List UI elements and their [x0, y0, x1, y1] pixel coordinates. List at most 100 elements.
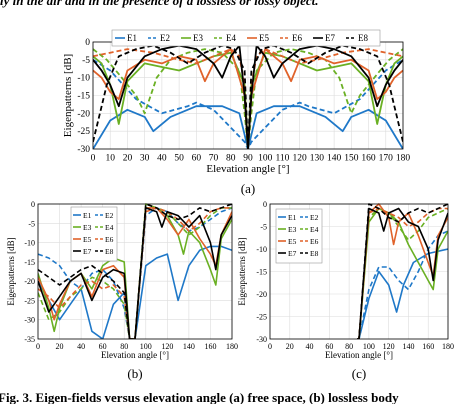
series-line-e1 [93, 105, 403, 149]
y-tick-label: -30 [256, 335, 267, 344]
legend-label: E5 [259, 33, 269, 43]
x-tick-label: 60 [192, 154, 202, 164]
legend-label: E1 [127, 33, 137, 43]
x-tick-label: 60 [325, 342, 333, 351]
legend-label: E5 [83, 235, 92, 244]
legend-label: E8 [310, 249, 319, 258]
y-tick-label: -35 [24, 335, 35, 344]
y-tick-label: -20 [256, 290, 267, 299]
x-tick-label: 60 [99, 342, 107, 351]
figure-caption: Fig. 3. Eigen-fields versus elevation an… [0, 390, 399, 404]
legend-label: E3 [83, 223, 92, 232]
legend-label: E6 [292, 33, 302, 43]
legend-label: E3 [288, 225, 297, 234]
legend-label: E8 [105, 247, 114, 256]
x-tick-label: 20 [286, 342, 294, 351]
x-tick-label: 140 [183, 342, 195, 351]
legend-box [111, 29, 381, 47]
series-group [357, 203, 448, 339]
x-axis-label: Elevation angle [°] [101, 350, 169, 360]
y-tick-label: -10 [24, 239, 35, 248]
series-line-e8 [93, 44, 403, 149]
x-tick-label: 180 [226, 342, 238, 351]
plot-area [38, 204, 232, 339]
legend-label: E1 [288, 213, 297, 222]
y-tick-label: -15 [24, 258, 35, 267]
y-axis-label: Eigenpatterns [dB] [6, 237, 16, 305]
y-tick-label: -10 [256, 245, 267, 254]
y-tick-label: -25 [77, 127, 90, 137]
axes-frame [269, 203, 449, 340]
panel-label: (a) [241, 181, 255, 196]
y-tick-label: -20 [24, 277, 35, 286]
y-tick-label: -20 [77, 109, 90, 119]
legend-label: E2 [160, 33, 170, 43]
legend-label: E6 [105, 235, 114, 244]
x-tick-label: 160 [204, 342, 216, 351]
x-tick-label: 180 [396, 154, 411, 164]
x-tick-label: 80 [226, 154, 236, 164]
y-tick-label: -15 [77, 92, 90, 102]
panel-label: (b) [127, 366, 142, 381]
series-line-e8 [357, 203, 448, 339]
x-axis-label: Elevation angle [°] [325, 350, 393, 360]
legend-label: E4 [310, 225, 319, 234]
y-tick-label: -25 [24, 296, 35, 305]
y-tick-label: -5 [260, 223, 267, 232]
header-text: ly in the air and in the presence of a l… [0, 0, 319, 8]
series-line-e1 [357, 248, 448, 339]
series-line-e7 [93, 44, 403, 149]
x-tick-label: 110 [275, 154, 289, 164]
series-line-e5 [38, 207, 232, 339]
legend-label: E8 [358, 33, 368, 43]
x-tick-label: 160 [361, 154, 376, 164]
x-tick-label: 0 [36, 342, 40, 351]
legend-label: E2 [105, 211, 114, 220]
x-tick-label: 90 [243, 154, 253, 164]
y-tick-label: -5 [28, 219, 35, 228]
x-tick-label: 150 [344, 154, 359, 164]
x-axis-label: Elevation angle [°] [206, 163, 289, 175]
x-tick-label: 0 [268, 342, 272, 351]
y-tick-label: -10 [77, 74, 90, 84]
legend-label: E4 [105, 223, 114, 232]
x-tick-label: 120 [293, 154, 308, 164]
y-tick-label: -25 [256, 313, 267, 322]
y-tick-label: -30 [24, 316, 35, 325]
x-tick-label: 100 [258, 154, 273, 164]
x-tick-label: 80 [120, 342, 128, 351]
series-line-e6 [93, 48, 403, 149]
x-tick-label: 40 [157, 154, 167, 164]
x-tick-label: 140 [327, 154, 342, 164]
x-tick-label: 160 [422, 342, 434, 351]
series-line-e2 [357, 230, 448, 339]
legend-label: E6 [310, 237, 319, 246]
x-tick-label: 0 [91, 154, 96, 164]
y-axis-label: Eigenpatterns [dB] [62, 54, 74, 137]
x-tick-label: 20 [56, 342, 64, 351]
legend-label: E2 [310, 213, 319, 222]
x-tick-label: 70 [209, 154, 219, 164]
series-line-e3 [93, 51, 403, 149]
y-tick-label: 0 [263, 200, 267, 209]
series-line-e8 [38, 203, 232, 339]
x-tick-label: 30 [140, 154, 150, 164]
x-tick-label: 10 [105, 154, 115, 164]
series-line-e4 [93, 48, 403, 149]
x-tick-label: 180 [442, 342, 454, 351]
legend-label: E7 [83, 247, 92, 256]
legend-label: E3 [193, 33, 203, 43]
series-line-e5 [93, 48, 403, 149]
legend-label: E1 [83, 211, 92, 220]
x-tick-label: 100 [363, 342, 375, 351]
x-tick-label: 120 [383, 342, 395, 351]
y-tick-label: -15 [256, 268, 267, 277]
x-tick-label: 40 [306, 342, 314, 351]
legend-box [70, 206, 118, 262]
x-tick-label: 80 [345, 342, 353, 351]
x-tick-label: 20 [123, 154, 133, 164]
series-line-e2 [93, 59, 403, 149]
y-tick-label: 0 [85, 38, 90, 48]
x-tick-label: 170 [379, 154, 394, 164]
